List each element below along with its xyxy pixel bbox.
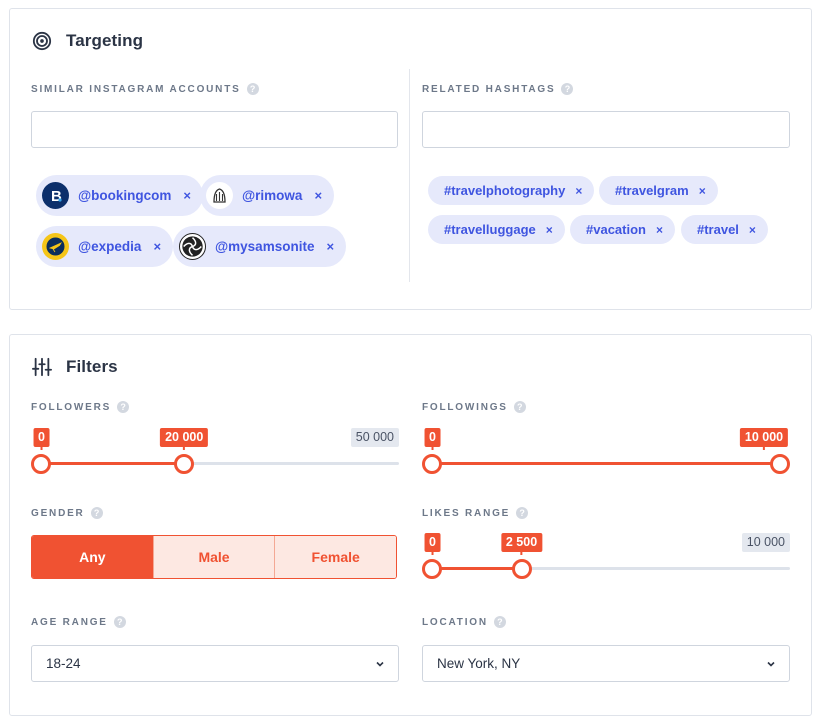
column-divider xyxy=(409,69,410,282)
help-icon[interactable]: ? xyxy=(561,83,574,95)
target-icon xyxy=(32,31,52,51)
slider-track[interactable] xyxy=(432,567,790,570)
chevron-down-icon xyxy=(376,661,384,667)
likes-range-label: LIKES RANGE ? xyxy=(422,507,529,519)
similar-accounts-input[interactable] xyxy=(31,111,398,148)
samsonite-logo-icon xyxy=(179,233,206,260)
hashtag-tag: #travel × xyxy=(681,215,768,244)
filters-title: Filters xyxy=(66,357,118,376)
help-icon[interactable]: ? xyxy=(90,507,103,519)
gender-option-female[interactable]: Female xyxy=(274,536,396,578)
gender-toggle: Any Male Female xyxy=(31,535,397,579)
help-icon[interactable]: ? xyxy=(113,616,126,628)
slider-fill xyxy=(432,567,522,570)
slider-fill xyxy=(41,462,185,465)
location-select[interactable]: New York, NY xyxy=(422,645,790,682)
gender-option-male[interactable]: Male xyxy=(152,536,275,578)
slider-min-value: 0 xyxy=(424,533,441,555)
likes-range-slider[interactable]: 0 2 500 10 000 xyxy=(422,533,790,579)
age-range-value: 18-24 xyxy=(46,656,81,671)
chevron-down-icon xyxy=(767,661,775,667)
slider-max-handle[interactable] xyxy=(511,559,532,579)
remove-tag-button[interactable]: × xyxy=(545,222,553,237)
account-chip-expedia: @expedia × xyxy=(36,226,174,267)
location-value: New York, NY xyxy=(437,656,521,671)
targeting-title: Targeting xyxy=(66,31,144,50)
related-hashtags-input[interactable] xyxy=(422,111,790,148)
gender-option-any[interactable]: Any xyxy=(32,536,153,578)
help-icon[interactable]: ? xyxy=(516,507,529,519)
slider-min-handle[interactable] xyxy=(31,454,51,474)
account-chip-rimowa: @rimowa × xyxy=(200,175,335,216)
hashtag-tag: #travelphotography × xyxy=(428,176,595,205)
targeting-card: Targeting SIMILAR INSTAGRAM ACCOUNTS ? B… xyxy=(9,8,812,310)
help-icon[interactable]: ? xyxy=(246,83,259,95)
followings-label: FOLLOWINGS ? xyxy=(422,401,526,413)
remove-chip-button[interactable]: × xyxy=(326,239,335,254)
remove-chip-button[interactable]: × xyxy=(314,188,323,203)
account-chip-mysamsonite: @mysamsonite × xyxy=(173,226,347,267)
hashtag-tag: #travelgram × xyxy=(599,176,718,205)
slider-max-value: 50 000 xyxy=(350,428,399,447)
slider-max-handle[interactable] xyxy=(174,454,195,474)
slider-current-value: 2 500 xyxy=(500,533,543,555)
rimowa-logo-icon xyxy=(206,182,233,209)
hashtag-tag: #vacation × xyxy=(570,215,675,244)
remove-tag-button[interactable]: × xyxy=(575,183,583,198)
help-icon[interactable]: ? xyxy=(513,401,526,413)
remove-chip-button[interactable]: × xyxy=(183,188,192,203)
expedia-logo-icon xyxy=(42,233,69,260)
slider-min-handle[interactable] xyxy=(422,559,442,579)
slider-min-value: 0 xyxy=(424,428,441,450)
location-label: LOCATION ? xyxy=(422,616,506,628)
slider-max-handle[interactable] xyxy=(770,454,790,474)
remove-tag-button[interactable]: × xyxy=(655,222,663,237)
hashtag-tag: #travelluggage × xyxy=(428,215,565,244)
slider-min-value: 0 xyxy=(33,428,50,450)
followings-slider[interactable]: 0 10 000 xyxy=(422,428,790,474)
slider-track[interactable] xyxy=(41,462,399,465)
targeting-header: Targeting xyxy=(32,30,143,52)
remove-tag-button[interactable]: × xyxy=(698,183,706,198)
account-chip-bookingcom: B @bookingcom × xyxy=(36,175,204,216)
age-range-label: AGE RANGE ? xyxy=(31,616,126,628)
slider-min-handle[interactable] xyxy=(422,454,442,474)
filters-header: Filters xyxy=(32,356,118,378)
help-icon[interactable]: ? xyxy=(117,401,130,413)
filters-card: Filters FOLLOWERS ? 0 20 000 50 000 FOLL… xyxy=(9,334,812,716)
gender-label: GENDER ? xyxy=(31,507,103,519)
similar-accounts-label: SIMILAR INSTAGRAM ACCOUNTS ? xyxy=(31,83,259,95)
slider-max-value: 10 000 xyxy=(741,533,790,552)
followers-label: FOLLOWERS ? xyxy=(31,401,130,413)
sliders-icon xyxy=(32,357,52,377)
slider-fill xyxy=(432,462,780,465)
svg-text:B: B xyxy=(51,188,62,205)
slider-current-value: 20 000 xyxy=(160,428,209,450)
booking-logo-icon: B xyxy=(42,182,69,209)
remove-chip-button[interactable]: × xyxy=(153,239,162,254)
related-hashtags-label: RELATED HASHTAGS ? xyxy=(422,83,574,95)
remove-tag-button[interactable]: × xyxy=(748,222,756,237)
age-range-select[interactable]: 18-24 xyxy=(31,645,399,682)
slider-current-value: 10 000 xyxy=(739,428,789,450)
help-icon[interactable]: ? xyxy=(493,616,506,628)
followers-slider[interactable]: 0 20 000 50 000 xyxy=(31,428,399,474)
